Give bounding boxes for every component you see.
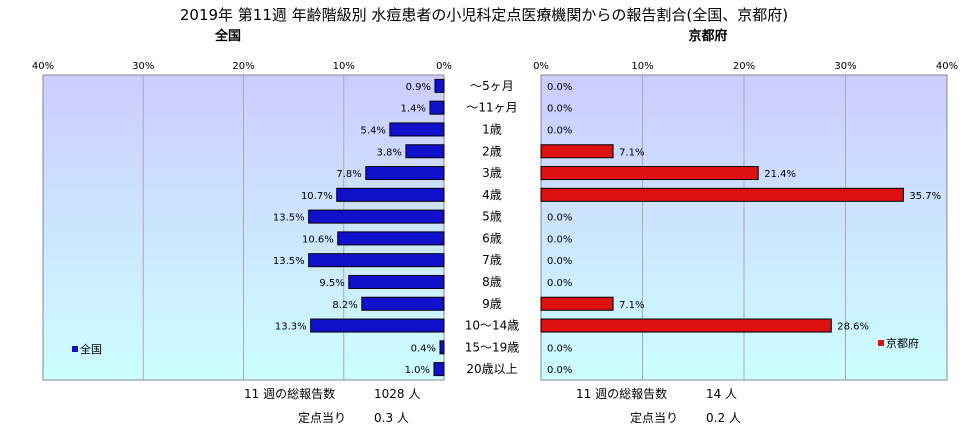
category-label: 1歳: [482, 122, 502, 136]
bar-national: [348, 274, 445, 289]
data-label-kyoto: 0.0%: [547, 256, 572, 267]
data-label-kyoto: 21.4%: [764, 169, 796, 180]
x-tick-label-kyoto: 0%: [533, 61, 549, 72]
data-label-kyoto: 35.7%: [909, 191, 941, 202]
data-label-national: 3.8%: [376, 147, 401, 158]
bar-national: [308, 209, 445, 224]
data-label-kyoto: 0.0%: [547, 278, 572, 289]
x-tick-label-national: 40%: [32, 61, 54, 72]
data-label-kyoto: 7.1%: [619, 300, 644, 311]
data-label-national: 1.0%: [405, 365, 430, 376]
x-tick-label-kyoto: 30%: [834, 61, 856, 72]
x-tick-label-national: 0%: [436, 61, 452, 72]
x-tick-label-kyoto: 20%: [733, 61, 755, 72]
bar-national: [310, 318, 445, 333]
data-label-national: 5.4%: [360, 125, 385, 136]
data-label-national: 13.5%: [273, 256, 305, 267]
category-label: 8歳: [482, 275, 502, 289]
chart-title: 2019年 第11週 年齢階級別 水痘患者の小児科定点医療機関からの報告割合(全…: [180, 6, 788, 24]
category-label: 4歳: [482, 188, 502, 202]
data-label-national: 1.4%: [401, 104, 426, 115]
category-label: 20歳以上: [466, 362, 517, 376]
per-site-label-kyoto: 定点当り: [630, 410, 678, 425]
bar-national: [429, 100, 445, 115]
data-label-kyoto: 0.0%: [547, 365, 572, 376]
bar-national: [336, 187, 445, 202]
data-label-national: 8.2%: [332, 300, 357, 311]
data-label-kyoto: 0.0%: [547, 234, 572, 245]
category-label: 5歳: [482, 210, 502, 224]
category-label: 7歳: [482, 253, 502, 267]
data-label-national: 13.5%: [273, 213, 305, 224]
category-label: 〜5ヶ月: [470, 79, 514, 93]
category-label: 9歳: [482, 297, 502, 311]
bar-national: [365, 166, 445, 181]
legend-swatch-national: [72, 346, 78, 352]
data-label-kyoto: 28.6%: [837, 322, 869, 333]
legend-swatch-kyoto: [878, 340, 884, 346]
data-label-national: 0.9%: [406, 82, 431, 93]
bar-national: [337, 231, 445, 246]
bar-national: [405, 144, 445, 159]
total-label-national: 11 週の総報告数: [244, 386, 335, 401]
category-label: 〜11ヶ月: [466, 101, 517, 115]
per-site-value-national: 0.3 人: [374, 411, 409, 425]
data-label-national: 10.7%: [301, 191, 333, 202]
bar-kyoto: [540, 187, 904, 202]
x-tick-label-kyoto: 10%: [631, 61, 653, 72]
bar-kyoto: [540, 318, 832, 333]
bar-national: [308, 253, 445, 268]
total-value-national: 1028 人: [374, 387, 420, 401]
data-label-national: 0.4%: [411, 343, 436, 354]
bar-national: [389, 122, 445, 137]
data-label-kyoto: 0.0%: [547, 213, 572, 224]
category-label: 2歳: [482, 144, 502, 158]
legend-label-national: 全国: [80, 342, 102, 356]
bar-kyoto: [540, 296, 614, 311]
data-label-national: 7.8%: [336, 169, 361, 180]
category-label: 15〜19歳: [465, 340, 520, 354]
x-tick-label-national: 20%: [232, 61, 254, 72]
x-tick-label-national: 10%: [333, 61, 355, 72]
bar-kyoto: [540, 144, 614, 159]
total-value-kyoto: 14 人: [706, 387, 737, 401]
data-label-kyoto: 7.1%: [619, 147, 644, 158]
x-tick-label-kyoto: 40%: [936, 61, 958, 72]
data-label-kyoto: 0.0%: [547, 82, 572, 93]
panel-title-national: 全国: [214, 28, 241, 44]
per-site-label-national: 定点当り: [298, 410, 346, 425]
data-label-kyoto: 0.0%: [547, 104, 572, 115]
total-label-kyoto: 11 週の総報告数: [576, 386, 667, 401]
data-label-kyoto: 0.0%: [547, 343, 572, 354]
category-label: 3歳: [482, 166, 502, 180]
data-label-kyoto: 0.0%: [547, 125, 572, 136]
per-site-value-kyoto: 0.2 人: [706, 411, 741, 425]
category-label: 6歳: [482, 231, 502, 245]
legend-label-kyoto: 京都府: [886, 336, 919, 350]
data-label-national: 10.6%: [302, 234, 334, 245]
panel-title-kyoto: 京都府: [688, 28, 727, 44]
bar-national: [361, 296, 445, 311]
data-label-national: 13.3%: [275, 322, 307, 333]
category-label: 10〜14歳: [465, 319, 520, 333]
bar-national: [434, 78, 445, 93]
x-tick-label-national: 30%: [132, 61, 154, 72]
bar-kyoto: [540, 166, 759, 181]
bar-national: [433, 362, 445, 377]
data-label-national: 9.5%: [319, 278, 344, 289]
bar-national: [439, 340, 445, 355]
